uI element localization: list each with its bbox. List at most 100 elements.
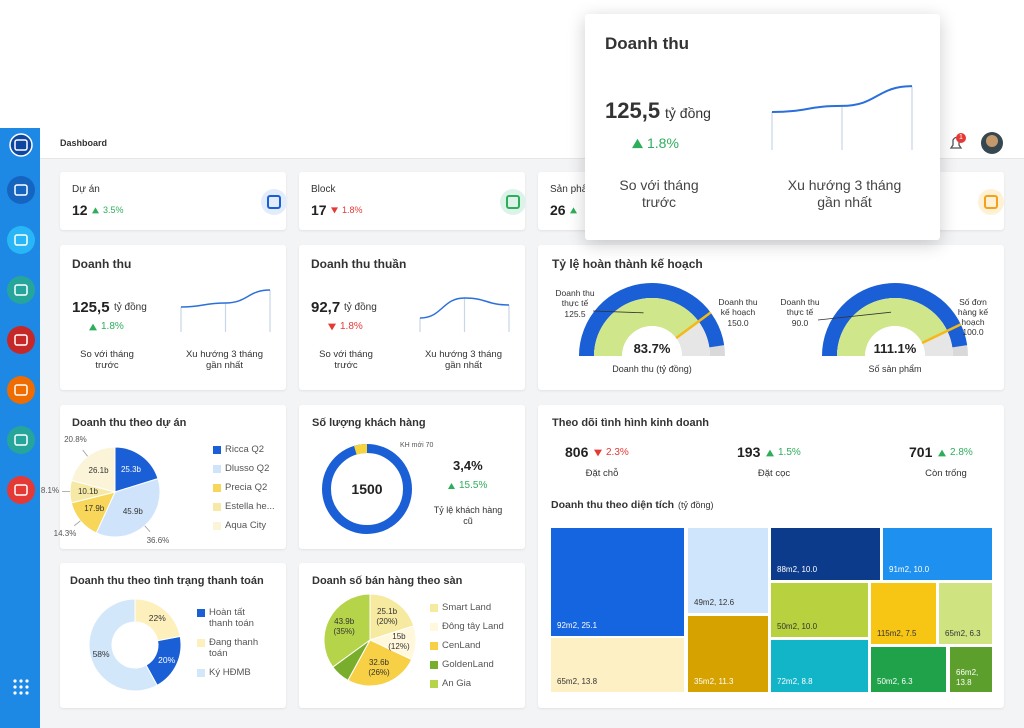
gauge-center [622, 326, 682, 386]
gauge-percent: 111.1% [873, 341, 917, 356]
popup-title: Doanh thu [605, 34, 690, 53]
trend-down [594, 449, 602, 457]
treemap-cell [551, 528, 684, 636]
gauge-plan [822, 283, 968, 356]
value: 125,5 [605, 98, 661, 123]
kpi-glyph [984, 195, 998, 209]
slice-label: 20% [158, 654, 176, 665]
apps-dot [25, 685, 29, 689]
gauge-label: Doanh thu thực tế [555, 288, 595, 308]
apps-dot [19, 691, 23, 695]
legend-label: Aqua City [225, 520, 267, 531]
trend-down [328, 323, 336, 331]
legend-label: Hoàn tất thanh toán [209, 607, 254, 630]
slice-label: 15b [392, 631, 406, 641]
apps-dot [19, 685, 23, 689]
gauge-value: 100.0 [962, 327, 984, 337]
stat-value: 806 [565, 444, 589, 460]
slice-label: 25.1b [377, 606, 398, 616]
change: 1.8% [647, 135, 679, 151]
gauge-marker [921, 323, 962, 345]
slice-label: 58% [92, 648, 110, 659]
trend-up [632, 138, 643, 149]
percent-label: 14.3% [53, 528, 77, 538]
unit: tỷ đồng [114, 302, 147, 313]
cell-label: 88m2, 10.0 [777, 565, 818, 574]
revenue-card [60, 245, 286, 390]
change: 1.5% [778, 447, 801, 458]
stat-label: Còn trống [925, 467, 967, 479]
gauge-label: Doanh thu kế hoạch [718, 297, 758, 317]
legend-label: Đông tây Land [442, 621, 504, 632]
gauge-caption: Doanh thu (tỷ đồng) [612, 363, 692, 374]
trend-down [331, 207, 338, 214]
legend-swatch [213, 522, 221, 530]
unit: (tỷ đồng) [678, 500, 714, 510]
legend-swatch [430, 680, 438, 688]
new-label: KH mới 70 [400, 442, 434, 449]
slice-label: 32.6b [368, 657, 390, 667]
kpi-glyph [267, 195, 281, 209]
gauge-plan [579, 282, 725, 356]
kpi-label: Block [311, 184, 336, 195]
compare-label: So với tháng trước [80, 349, 134, 372]
unit: tỷ đồng [665, 105, 711, 121]
pie-slice [323, 593, 371, 668]
nav-icon [7, 476, 35, 504]
cell-label: 72m2, 8.8 [777, 677, 813, 686]
trend-up [448, 483, 455, 489]
treemap-cell [771, 583, 868, 637]
nav-glyph [14, 434, 28, 446]
change: 2.3% [606, 447, 629, 458]
value: 125,5 [72, 299, 110, 316]
logo [9, 133, 33, 157]
legend-swatch [213, 446, 221, 454]
kpi-glyph [506, 195, 520, 209]
slice-label: 17.9b [84, 504, 105, 514]
legend-label: Smart Land [442, 602, 492, 613]
slice-label: 22% [148, 613, 166, 624]
section-title: Doanh thu theo diện tích [551, 499, 675, 511]
card-title: Theo dõi tình hình kinh doanh [552, 417, 710, 429]
cell-label: 35m2, 11.3 [694, 677, 734, 686]
cell-label: 65m2, 13.8 [557, 677, 598, 686]
cell-label: 66m2, 13.8 [956, 668, 979, 687]
slice-label: 10.1b [77, 486, 99, 496]
legend-swatch [430, 642, 438, 650]
leader-line [817, 311, 892, 321]
cell-label: 65m2, 6.3 [945, 629, 981, 638]
gauge-actual [594, 298, 699, 356]
kpi-label: Sản phẩm [550, 184, 596, 195]
trend-up [766, 449, 774, 457]
legend-label: An Gia [442, 678, 472, 689]
legend-label: Precia Q2 [225, 482, 268, 493]
apps-dot [25, 679, 29, 683]
kpi-icon [500, 189, 526, 215]
sparkline [771, 85, 913, 113]
gauge-marker [675, 311, 712, 340]
stat-label: Đặt cọc [757, 467, 791, 479]
gauge-actual [837, 298, 948, 356]
leader-line [144, 525, 151, 533]
gauge-percent: 83.7% [633, 341, 671, 356]
avatar-face [986, 135, 998, 147]
legend-label: Ricca Q2 [225, 444, 265, 455]
apps-dot [13, 679, 17, 683]
nav-icon [7, 326, 35, 354]
treemap-cell [871, 583, 936, 644]
cell-label: 50m2, 6.3 [877, 677, 913, 686]
slice-label: 45.9b [122, 507, 143, 517]
nav-glyph [14, 184, 28, 196]
card-title: Tỷ lệ hoàn thành kế hoạch [552, 257, 703, 271]
percent-label: (26%) [368, 667, 390, 677]
treemap-cell [950, 647, 992, 692]
trend-up [89, 323, 97, 331]
change: 2.8% [950, 447, 973, 458]
kpi-value: 17 [311, 202, 327, 218]
cell-label: 49m2, 12.6 [694, 598, 735, 607]
gauge-label: Số đơn hàng kế hoạch [957, 297, 989, 327]
trend-label: Xu hướng 3 tháng gần nhất [424, 349, 503, 372]
legend-swatch [430, 623, 438, 631]
